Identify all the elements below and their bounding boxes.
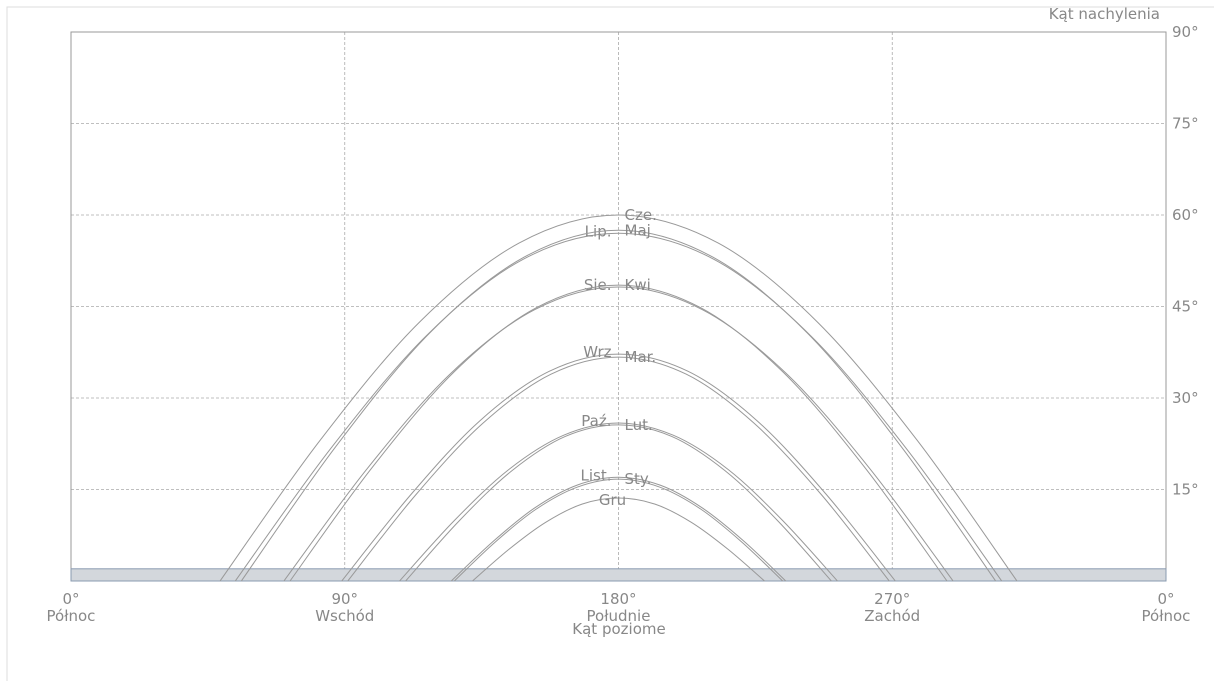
month-label: Lut. [625,416,653,434]
sun-path [405,424,832,582]
y-tick-label: 75° [1172,115,1199,133]
sun-path [453,478,784,582]
x-tick-label: 270° [874,590,910,608]
x-tick-label: 0° [62,590,79,608]
month-label: Kwi [625,276,651,294]
sun-path [399,422,838,582]
month-label: Mar. [625,348,657,366]
y-tick-label: 30° [1172,389,1199,407]
sun-path [341,353,896,582]
sun-path [450,476,787,582]
sun-path [240,229,997,582]
x-tick-label: 0° [1157,590,1174,608]
sun-path [219,214,1018,582]
x-tick-name: Północ [1142,607,1191,625]
sun-path [289,284,948,582]
sun-path [283,286,954,582]
y-axis-label: Kąt nachylenia [1049,5,1160,23]
month-label: Sty. [625,470,652,488]
y-tick-label: 45° [1172,298,1199,316]
sun-path [347,356,890,582]
horizon-band [70,568,1167,582]
y-tick-label: 15° [1172,481,1199,499]
x-tick-label: 180° [600,590,636,608]
y-tick-label: 60° [1172,206,1199,224]
x-axis-label: Kąt poziome [572,620,665,638]
month-label: Maj [625,221,651,239]
month-label: Cze. [625,206,657,224]
page-frame [6,6,1214,681]
sun-path [234,232,1003,582]
y-tick-label: 90° [1172,23,1199,41]
x-tick-name: Północ [47,607,96,625]
x-tick-label: 90° [331,590,358,608]
x-tick-name: Południe [587,607,651,625]
x-tick-name: Zachód [864,607,920,625]
month-label: Sie. [584,276,612,294]
month-label: Gru [599,491,626,509]
x-tick-name: Wschód [315,607,374,625]
month-label: Wrz [583,343,611,361]
sun-path [472,497,765,582]
